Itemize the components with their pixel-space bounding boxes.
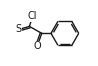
Text: O: O [33, 41, 41, 51]
Text: Cl: Cl [28, 11, 37, 21]
Text: S: S [16, 24, 22, 34]
